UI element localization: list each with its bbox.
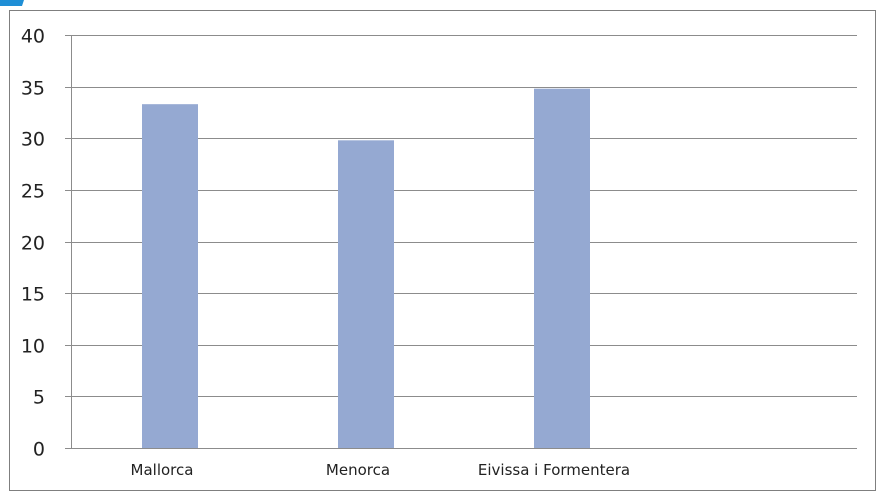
- chart-frame: [9, 10, 876, 491]
- bar-menorca: [338, 140, 394, 448]
- y-tick-label-5: 5: [33, 387, 45, 409]
- corner-mark: [0, 0, 24, 6]
- y-tick-label-35: 35: [21, 78, 45, 100]
- y-tick-label-15: 15: [21, 284, 45, 306]
- bar-mallorca: [142, 104, 198, 449]
- x-axis-ticks: Mallorca Menorca Eivissa i Formentera: [131, 461, 631, 479]
- y-tick-label-25: 25: [21, 181, 45, 203]
- x-tick-label-menorca: Menorca: [326, 461, 390, 479]
- bars: [142, 88, 590, 449]
- y-tick-label-40: 40: [21, 26, 45, 48]
- y-tick-label-10: 10: [21, 336, 45, 358]
- x-tick-label-mallorca: Mallorca: [131, 461, 194, 479]
- x-tick-label-eivissa-i-formentera: Eivissa i Formentera: [478, 461, 630, 479]
- bar-eivissa-i-formentera: [534, 88, 590, 448]
- y-tick-label-20: 20: [21, 233, 45, 255]
- y-axis-ticks: 0 5 10 15 20 25 30 35 40: [21, 26, 45, 461]
- y-tick-label-0: 0: [33, 439, 45, 461]
- y-tick-label-30: 30: [21, 129, 45, 151]
